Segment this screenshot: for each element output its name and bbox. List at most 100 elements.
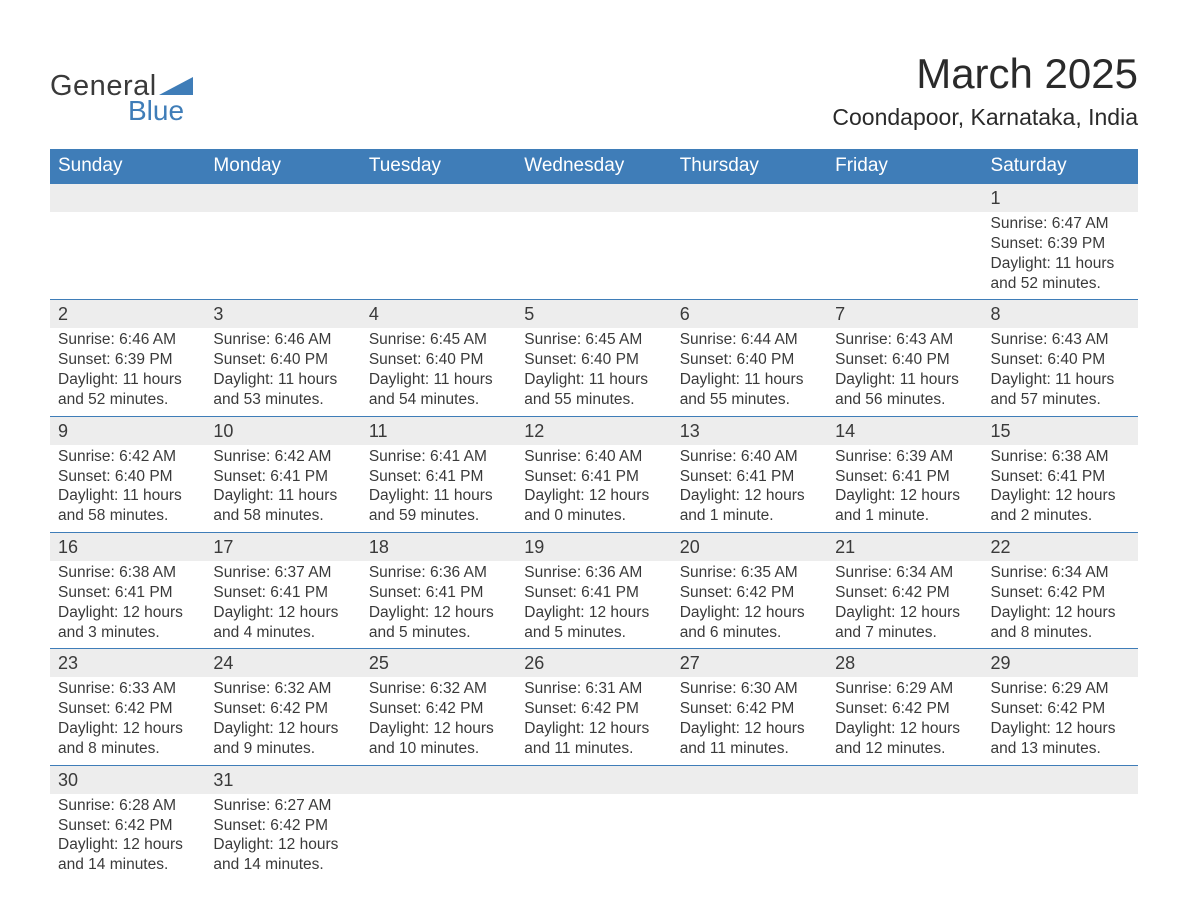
sunset-text: Sunset: 6:41 PM <box>213 467 352 487</box>
day-data-cell <box>516 794 671 881</box>
day-data-cell: Sunrise: 6:29 AMSunset: 6:42 PMDaylight:… <box>983 677 1138 765</box>
day1-text: Daylight: 12 hours <box>58 719 197 739</box>
day1-text: Daylight: 12 hours <box>680 486 819 506</box>
day1-text: Daylight: 12 hours <box>835 719 974 739</box>
day2-text: and 8 minutes. <box>58 739 197 759</box>
sunrise-text: Sunrise: 6:42 AM <box>58 447 197 467</box>
sunset-text: Sunset: 6:41 PM <box>524 583 663 603</box>
day-data-cell: Sunrise: 6:45 AMSunset: 6:40 PMDaylight:… <box>516 328 671 416</box>
sunrise-text: Sunrise: 6:40 AM <box>524 447 663 467</box>
sunrise-text: Sunrise: 6:41 AM <box>369 447 508 467</box>
day-number-cell <box>672 184 827 213</box>
weekday-header: Monday <box>205 149 360 184</box>
sunrise-text: Sunrise: 6:44 AM <box>680 330 819 350</box>
day-number-cell: 29 <box>983 649 1138 678</box>
title-block: March 2025 Coondapoor, Karnataka, India <box>832 50 1138 131</box>
sunrise-text: Sunrise: 6:43 AM <box>991 330 1130 350</box>
day2-text: and 1 minute. <box>680 506 819 526</box>
sunset-text: Sunset: 6:40 PM <box>213 350 352 370</box>
sunrise-text: Sunrise: 6:42 AM <box>213 447 352 467</box>
sunrise-text: Sunrise: 6:38 AM <box>991 447 1130 467</box>
day-data-cell: Sunrise: 6:33 AMSunset: 6:42 PMDaylight:… <box>50 677 205 765</box>
day2-text: and 52 minutes. <box>991 274 1130 294</box>
day-number-cell: 20 <box>672 533 827 562</box>
sunrise-text: Sunrise: 6:46 AM <box>58 330 197 350</box>
day-data-cell <box>672 794 827 881</box>
day-number-cell: 19 <box>516 533 671 562</box>
day-data-cell: Sunrise: 6:28 AMSunset: 6:42 PMDaylight:… <box>50 794 205 881</box>
weekday-header: Sunday <box>50 149 205 184</box>
sunrise-text: Sunrise: 6:28 AM <box>58 796 197 816</box>
sunset-text: Sunset: 6:41 PM <box>991 467 1130 487</box>
day-data-cell: Sunrise: 6:44 AMSunset: 6:40 PMDaylight:… <box>672 328 827 416</box>
day-data-cell: Sunrise: 6:40 AMSunset: 6:41 PMDaylight:… <box>672 445 827 533</box>
day2-text: and 57 minutes. <box>991 390 1130 410</box>
day2-text: and 10 minutes. <box>369 739 508 759</box>
sunset-text: Sunset: 6:39 PM <box>58 350 197 370</box>
day-data-cell: Sunrise: 6:42 AMSunset: 6:40 PMDaylight:… <box>50 445 205 533</box>
day-number-cell <box>50 184 205 213</box>
day2-text: and 14 minutes. <box>213 855 352 875</box>
calendar-table: Sunday Monday Tuesday Wednesday Thursday… <box>50 149 1138 881</box>
day-data-cell: Sunrise: 6:38 AMSunset: 6:41 PMDaylight:… <box>983 445 1138 533</box>
sunset-text: Sunset: 6:42 PM <box>680 583 819 603</box>
day-data-row: Sunrise: 6:38 AMSunset: 6:41 PMDaylight:… <box>50 561 1138 649</box>
sunrise-text: Sunrise: 6:33 AM <box>58 679 197 699</box>
day-number-cell: 14 <box>827 416 982 445</box>
sunrise-text: Sunrise: 6:36 AM <box>524 563 663 583</box>
calendar-body: 1Sunrise: 6:47 AM Sunset: 6:39 PM Daylight… <box>50 184 1138 882</box>
day-data-cell: Sunrise: 6:35 AMSunset: 6:42 PMDaylight:… <box>672 561 827 649</box>
weekday-header: Friday <box>827 149 982 184</box>
day-number-cell: 30 <box>50 765 205 794</box>
day-number-cell <box>983 765 1138 794</box>
sunrise-text: Sunrise: 6:39 AM <box>835 447 974 467</box>
weekday-header: Thursday <box>672 149 827 184</box>
day-data-cell <box>516 212 671 300</box>
day-number-cell: 28 <box>827 649 982 678</box>
sunset-text: Sunset: 6:41 PM <box>58 583 197 603</box>
day-data-cell <box>361 794 516 881</box>
day-number-cell: 31 <box>205 765 360 794</box>
weekday-header-row: Sunday Monday Tuesday Wednesday Thursday… <box>50 149 1138 184</box>
day1-text: Daylight: 11 hours <box>58 486 197 506</box>
day-data-row: Sunrise: 6:46 AMSunset: 6:39 PMDaylight:… <box>50 328 1138 416</box>
day1-text: Daylight: 12 hours <box>680 603 819 623</box>
day2-text: and 53 minutes. <box>213 390 352 410</box>
day1-text: Daylight: 12 hours <box>524 719 663 739</box>
day-data-cell: Sunrise: 6:38 AMSunset: 6:41 PMDaylight:… <box>50 561 205 649</box>
day-number-cell: 5 <box>516 300 671 329</box>
day-data-cell: Sunrise: 6:34 AMSunset: 6:42 PMDaylight:… <box>983 561 1138 649</box>
day-data-cell: Sunrise: 6:36 AMSunset: 6:41 PMDaylight:… <box>516 561 671 649</box>
day-number-row: 9101112131415 <box>50 416 1138 445</box>
day-data-row: Sunrise: 6:42 AMSunset: 6:40 PMDaylight:… <box>50 445 1138 533</box>
day-number-cell: 9 <box>50 416 205 445</box>
day-data-cell <box>361 212 516 300</box>
day2-text: and 1 minute. <box>835 506 974 526</box>
day-data-cell: Sunrise: 6:46 AMSunset: 6:40 PMDaylight:… <box>205 328 360 416</box>
sunset-text: Sunset: 6:41 PM <box>369 467 508 487</box>
sunset-text: Sunset: 6:41 PM <box>213 583 352 603</box>
day-number-cell: 3 <box>205 300 360 329</box>
day-number-cell: 1 <box>983 184 1138 213</box>
sunrise-text: Sunrise: 6:47 AM <box>991 214 1130 234</box>
day-data-cell <box>205 212 360 300</box>
header: General Blue March 2025 Coondapoor, Karn… <box>50 50 1138 131</box>
day1-text: Daylight: 12 hours <box>213 835 352 855</box>
day1-text: Daylight: 12 hours <box>58 603 197 623</box>
sunset-text: Sunset: 6:41 PM <box>524 467 663 487</box>
sunset-text: Sunset: 6:42 PM <box>58 816 197 836</box>
logo: General Blue <box>50 50 193 127</box>
day-data-cell: Sunrise: 6:41 AMSunset: 6:41 PMDaylight:… <box>361 445 516 533</box>
day1-text: Daylight: 12 hours <box>369 719 508 739</box>
sunset-text: Sunset: 6:41 PM <box>369 583 508 603</box>
day-number-cell: 21 <box>827 533 982 562</box>
sunrise-text: Sunrise: 6:32 AM <box>213 679 352 699</box>
day1-text: Daylight: 12 hours <box>524 486 663 506</box>
day2-text: and 58 minutes. <box>213 506 352 526</box>
day1-text: Daylight: 11 hours <box>369 486 508 506</box>
day-data-cell: Sunrise: 6:36 AMSunset: 6:41 PMDaylight:… <box>361 561 516 649</box>
day1-text: Daylight: 12 hours <box>991 486 1130 506</box>
day1-text: Daylight: 11 hours <box>213 486 352 506</box>
sunrise-text: Sunrise: 6:46 AM <box>213 330 352 350</box>
day1-text: Daylight: 12 hours <box>680 719 819 739</box>
